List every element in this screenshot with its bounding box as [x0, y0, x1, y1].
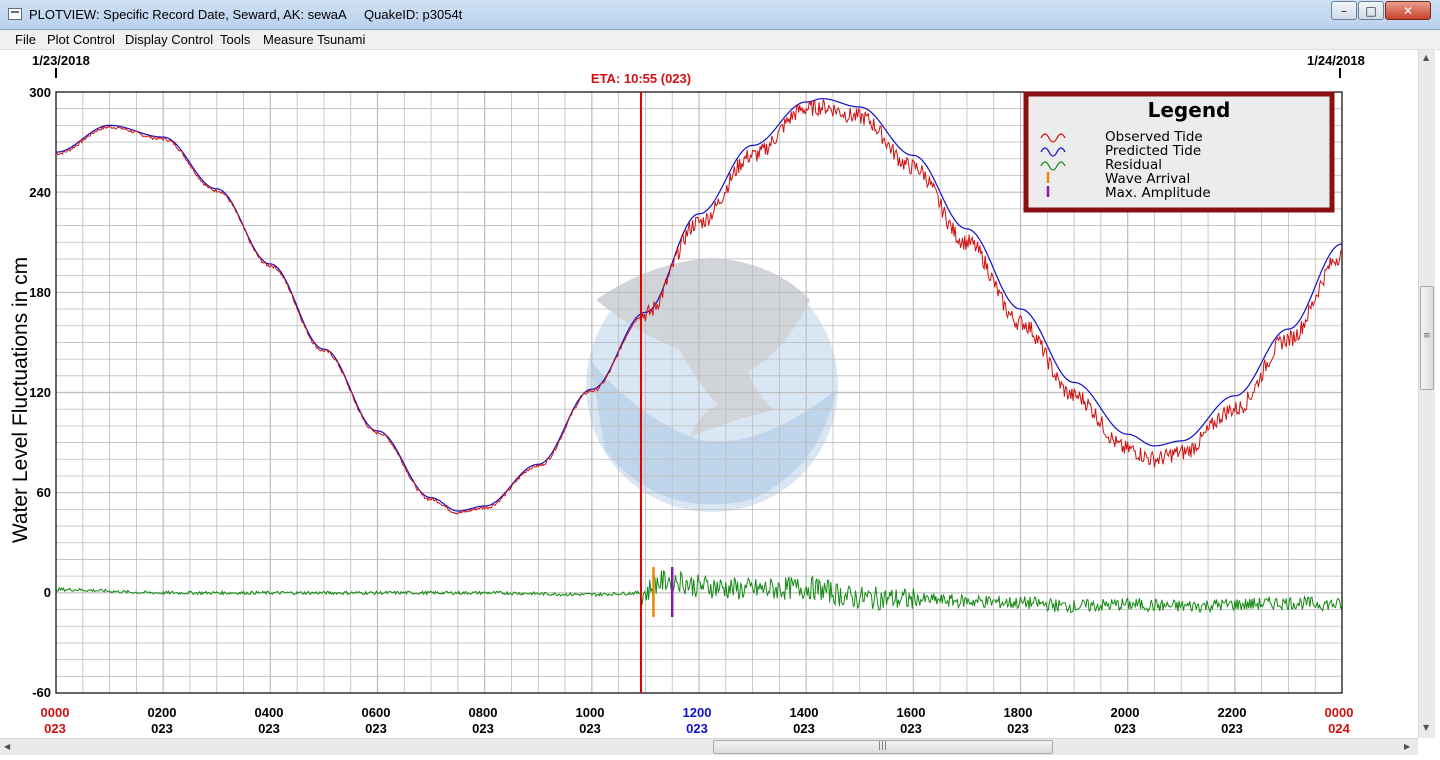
plot-frame: [55, 91, 1343, 694]
y-tick-label: 120: [29, 385, 51, 400]
y-axis-label: Water Level Fluctuations in cm: [9, 257, 32, 543]
noaa-watermark-logo: [586, 258, 838, 512]
x-tick-time: 1200: [683, 705, 712, 720]
menu-plot-control[interactable]: Plot Control: [47, 32, 115, 47]
minimize-button[interactable]: –: [1331, 1, 1357, 20]
menu-bar: File Plot Control Display Control Tools …: [0, 30, 1440, 50]
vertical-scrollbar-thumb[interactable]: ≡: [1420, 286, 1434, 390]
legend-wave-arrival-label: Wave Arrival: [1105, 171, 1190, 187]
x-tick-day: 023: [793, 721, 815, 736]
x-tick-time: 1800: [1004, 705, 1033, 720]
x-tick-time: 0000: [1325, 705, 1354, 720]
x-tick-day: 023: [1221, 721, 1243, 736]
x-tick-day: 023: [365, 721, 387, 736]
eta-label: ETA: 10:55 (023): [591, 71, 691, 86]
x-tick-day: 023: [686, 721, 708, 736]
y-tick-label: 300: [29, 85, 51, 100]
y-tick-label: 240: [29, 185, 51, 200]
legend-title: Legend: [1148, 98, 1231, 122]
x-tick-time: 0600: [362, 705, 391, 720]
x-tick-time: 0400: [255, 705, 284, 720]
series-residual: [56, 568, 1342, 614]
series-predicted-tide: [56, 98, 1342, 512]
date-right-label: 1/24/2018: [1307, 53, 1365, 68]
x-tick-day: 023: [151, 721, 173, 736]
menu-tools[interactable]: Tools: [220, 32, 251, 47]
x-tick-day: 023: [1114, 721, 1136, 736]
legend-predicted-label: Predicted Tide: [1105, 143, 1201, 159]
grip-icon: |||: [878, 741, 888, 751]
legend-box: [1023, 91, 1335, 213]
legend-residual-label: Residual: [1105, 157, 1162, 173]
x-tick-day: 023: [44, 721, 66, 736]
scroll-right-arrow-icon[interactable]: ▶: [1404, 742, 1411, 751]
legend: Legend Observed Tide Predicted Tide Resi…: [1023, 91, 1335, 213]
close-button[interactable]: ✕: [1385, 1, 1431, 20]
y-tick-label: 60: [37, 485, 51, 500]
menu-measure-tsunami[interactable]: Measure Tsunami: [263, 32, 366, 47]
legend-predicted-swatch: [1040, 147, 1066, 157]
app-window-icon: [8, 8, 22, 20]
scroll-down-arrow-icon[interactable]: ▼: [1423, 723, 1430, 732]
menu-display-control[interactable]: Display Control: [125, 32, 214, 47]
x-tick-day: 023: [900, 721, 922, 736]
tide-chart: 300 240 180 120 60 0 -60 Water Level Flu…: [9, 53, 1365, 736]
x-tick-time: 0000: [41, 705, 70, 720]
x-tick-time: 2000: [1111, 705, 1140, 720]
x-tick-time: 1000: [576, 705, 605, 720]
plot-area: 300 240 180 120 60 0 -60 Water Level Flu…: [0, 50, 1418, 738]
window-title: PLOTVIEW: Specific Record Date, Seward, …: [29, 7, 463, 22]
x-tick-day: 023: [1007, 721, 1029, 736]
legend-residual-swatch: [1040, 161, 1066, 171]
scroll-left-arrow-icon[interactable]: ◀: [4, 742, 11, 751]
date-left-label: 1/23/2018: [32, 53, 90, 68]
horizontal-scrollbar[interactable]: ◀ ||| ▶: [0, 738, 1418, 755]
x-tick-day: 023: [579, 721, 601, 736]
x-tick-time: 1600: [897, 705, 926, 720]
vertical-scrollbar[interactable]: ▲ ≡ ▼: [1418, 50, 1435, 738]
y-tick-label: 180: [29, 285, 51, 300]
x-axis: 0000 023 0200 023 0400 023 0600 023 0800…: [41, 705, 1354, 736]
x-tick-time: 2200: [1218, 705, 1247, 720]
x-tick-time: 1400: [790, 705, 819, 720]
maximize-button[interactable]: □: [1358, 1, 1384, 20]
grip-icon: ≡: [1423, 331, 1431, 341]
menu-file[interactable]: File: [15, 32, 36, 47]
x-tick-day: 024: [1328, 721, 1350, 736]
y-tick-label: -60: [32, 685, 51, 700]
y-axis: 300 240 180 120 60 0 -60: [29, 85, 51, 700]
x-tick-time: 0800: [469, 705, 498, 720]
title-bar: PLOTVIEW: Specific Record Date, Seward, …: [0, 0, 1440, 30]
legend-observed-label: Observed Tide: [1105, 129, 1203, 145]
x-tick-day: 023: [472, 721, 494, 736]
x-tick-day: 023: [258, 721, 280, 736]
scroll-up-arrow-icon[interactable]: ▲: [1423, 53, 1430, 62]
series-observed-tide: [56, 99, 1342, 515]
x-tick-time: 0200: [148, 705, 177, 720]
legend-observed-swatch: [1040, 133, 1066, 143]
legend-max-amplitude-label: Max. Amplitude: [1105, 185, 1211, 201]
y-tick-label: 0: [44, 585, 51, 600]
horizontal-scrollbar-thumb[interactable]: |||: [713, 740, 1053, 754]
